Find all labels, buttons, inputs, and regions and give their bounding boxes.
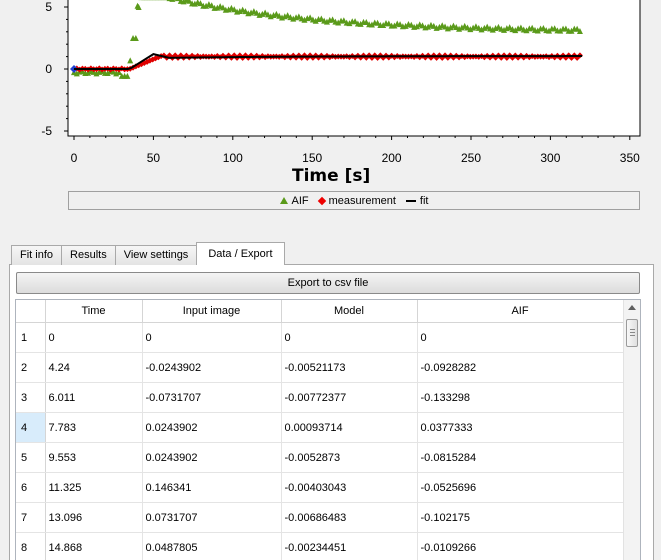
table-cell-time[interactable]: 4.24 [45,353,142,383]
export-csv-button[interactable]: Export to csv file [16,272,640,294]
table-cell-model[interactable]: -0.00521173 [281,353,417,383]
table-cell-input[interactable]: 0.0487805 [142,533,281,560]
vertical-scrollbar[interactable] [623,300,640,560]
tab-bar: Fit info Results View settings Data / Ex… [11,245,284,265]
table-cell-time[interactable]: 14.868 [45,533,142,560]
diamond-icon [317,196,325,204]
row-header[interactable]: 3 [16,383,45,413]
tab-fit-info[interactable]: Fit info [11,245,62,265]
table-cell-model[interactable]: -0.00686483 [281,503,417,533]
table-cell-model[interactable]: 0 [281,323,417,353]
table-cell-aif[interactable]: -0.0109266 [417,533,623,560]
tab-view-settings[interactable]: View settings [115,245,198,265]
column-header-time[interactable]: Time [45,300,142,323]
row-header[interactable]: 5 [16,443,45,473]
column-header-model[interactable]: Model [281,300,417,323]
table-cell-model[interactable]: -0.0052873 [281,443,417,473]
row-header[interactable]: 1 [16,323,45,353]
legend-label-fit: fit [420,195,429,207]
plot-legend: AIF measurement fit [68,191,640,210]
legend-item-measurement: measurement [319,195,396,207]
table-cell-aif[interactable]: 0 [417,323,623,353]
y-tick-label: -5 [41,124,52,138]
y-tick-label: 5 [45,0,52,14]
table-cell-aif[interactable]: -0.0525696 [417,473,623,503]
table-cell-time[interactable]: 11.325 [45,473,142,503]
x-tick-label: 150 [302,151,322,165]
y-tick-label: 0 [45,62,52,76]
table-cell-input[interactable]: 0 [142,323,281,353]
row-header[interactable]: 4 [16,413,45,443]
table-cell-input[interactable]: 0.146341 [142,473,281,503]
column-header-input-image[interactable]: Input image [142,300,281,323]
scrollbar-thumb[interactable] [626,319,638,347]
table-cell-input[interactable]: 0.0243902 [142,443,281,473]
scroll-up-icon[interactable] [628,305,636,310]
table-cell-time[interactable]: 7.783 [45,413,142,443]
table-cell-time[interactable]: 6.011 [45,383,142,413]
legend-label-measurement: measurement [329,195,396,207]
corner-header[interactable] [16,300,45,323]
table-cell-aif[interactable]: -0.102175 [417,503,623,533]
table-cell-aif[interactable]: 0.0377333 [417,413,623,443]
table-cell-input[interactable]: 0.0243902 [142,413,281,443]
table-cell-input[interactable]: 0.0731707 [142,503,281,533]
row-header[interactable]: 6 [16,473,45,503]
table-cell-model[interactable]: -0.00403043 [281,473,417,503]
x-tick-label: 100 [223,151,243,165]
table-cell-aif[interactable]: -0.0928282 [417,353,623,383]
column-header-aif[interactable]: AIF [417,300,623,323]
table-cell-input[interactable]: -0.0243902 [142,353,281,383]
table-cell-time[interactable]: 9.553 [45,443,142,473]
table-cell-time[interactable]: 0 [45,323,142,353]
table-cell-model[interactable]: -0.00772377 [281,383,417,413]
triangle-icon [280,197,288,204]
legend-item-fit: fit [406,195,429,207]
tab-data-export[interactable]: Data / Export [196,242,284,265]
x-tick-label: 50 [147,151,161,165]
table-header-row: Time Input image Model AIF [16,300,623,323]
x-tick-label: 0 [71,151,78,165]
x-axis-title: Time [s] [292,166,370,186]
x-tick-label: 250 [461,151,481,165]
table-cell-model[interactable]: 0.00093714 [281,413,417,443]
table-cell-aif[interactable]: -0.133298 [417,383,623,413]
table-cell-time[interactable]: 13.096 [45,503,142,533]
x-tick-label: 350 [620,151,640,165]
table-cell-model[interactable]: -0.00234451 [281,533,417,560]
row-header[interactable]: 8 [16,533,45,560]
table-cell-input[interactable]: -0.0731707 [142,383,281,413]
x-tick-label: 200 [382,151,402,165]
row-header[interactable]: 7 [16,503,45,533]
line-icon [406,200,416,202]
row-header[interactable]: 2 [16,353,45,383]
legend-label-aif: AIF [292,195,309,207]
x-tick-label: 300 [540,151,560,165]
legend-item-aif: AIF [280,195,309,207]
tab-results[interactable]: Results [61,245,116,265]
table-cell-aif[interactable]: -0.0815284 [417,443,623,473]
